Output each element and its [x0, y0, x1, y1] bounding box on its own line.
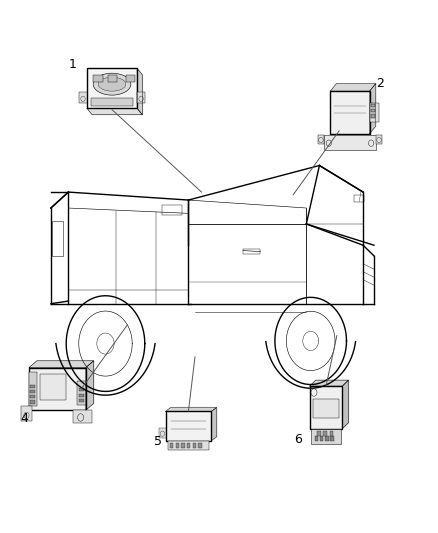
- Bar: [30, 390, 35, 393]
- Bar: [243, 249, 261, 254]
- Text: 5: 5: [154, 435, 162, 448]
- Bar: [315, 436, 318, 441]
- Bar: [330, 436, 334, 441]
- Bar: [370, 103, 379, 122]
- Bar: [30, 384, 35, 387]
- Bar: [313, 399, 339, 418]
- Bar: [79, 393, 84, 397]
- Text: 1: 1: [69, 58, 77, 71]
- Bar: [79, 92, 87, 103]
- Bar: [29, 368, 86, 410]
- Text: 6: 6: [293, 433, 301, 446]
- Bar: [187, 443, 191, 448]
- Bar: [176, 443, 179, 448]
- Polygon shape: [29, 361, 94, 368]
- Text: 4: 4: [21, 411, 28, 424]
- Bar: [166, 411, 212, 441]
- Bar: [329, 431, 333, 436]
- Bar: [311, 429, 341, 443]
- Bar: [310, 386, 343, 429]
- Bar: [29, 372, 37, 406]
- Bar: [77, 381, 86, 405]
- Bar: [318, 135, 325, 144]
- Bar: [162, 205, 182, 215]
- Polygon shape: [137, 68, 142, 115]
- Polygon shape: [370, 84, 376, 134]
- Polygon shape: [86, 361, 94, 410]
- Bar: [108, 75, 117, 82]
- Bar: [325, 135, 375, 150]
- Bar: [52, 221, 63, 256]
- Bar: [375, 135, 382, 144]
- Bar: [320, 436, 323, 441]
- Ellipse shape: [98, 77, 126, 91]
- Polygon shape: [87, 108, 142, 115]
- Text: 2: 2: [377, 77, 385, 90]
- Bar: [79, 399, 84, 402]
- Polygon shape: [166, 408, 217, 411]
- Bar: [87, 68, 137, 108]
- Bar: [330, 91, 370, 134]
- Bar: [93, 75, 102, 82]
- Bar: [318, 431, 321, 436]
- Bar: [30, 395, 35, 398]
- Bar: [30, 400, 35, 403]
- Bar: [159, 429, 166, 438]
- Bar: [137, 92, 145, 103]
- Bar: [371, 104, 375, 107]
- Bar: [40, 374, 66, 400]
- Polygon shape: [310, 380, 349, 386]
- Bar: [323, 431, 327, 436]
- Bar: [170, 443, 173, 448]
- Bar: [198, 443, 202, 448]
- Bar: [181, 443, 185, 448]
- Bar: [79, 388, 84, 391]
- Bar: [325, 436, 328, 441]
- Bar: [21, 406, 32, 421]
- Bar: [73, 410, 92, 423]
- Bar: [193, 443, 196, 448]
- Bar: [91, 98, 133, 106]
- Ellipse shape: [93, 73, 131, 95]
- Polygon shape: [330, 84, 376, 91]
- Bar: [371, 109, 375, 112]
- Bar: [126, 75, 135, 82]
- Bar: [371, 115, 375, 118]
- Polygon shape: [343, 380, 349, 429]
- Polygon shape: [212, 408, 217, 441]
- Bar: [354, 195, 364, 201]
- Bar: [168, 441, 209, 450]
